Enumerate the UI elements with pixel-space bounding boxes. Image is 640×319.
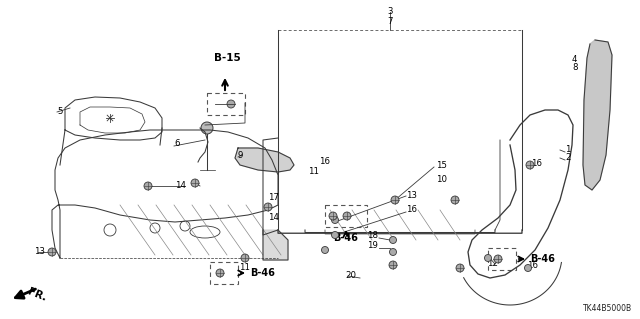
Text: 11: 11 [239, 263, 250, 272]
Circle shape [201, 122, 213, 134]
Circle shape [332, 217, 339, 224]
Bar [210, 262, 238, 284]
Text: 14: 14 [268, 213, 279, 222]
Circle shape [329, 212, 337, 220]
Text: B-46: B-46 [333, 233, 358, 243]
Text: 2: 2 [565, 153, 570, 162]
Text: TK44B5000B: TK44B5000B [583, 304, 632, 313]
Text: 3: 3 [387, 8, 393, 17]
Text: 7: 7 [387, 17, 393, 26]
Bar [207, 93, 245, 115]
Bar [488, 248, 516, 270]
Polygon shape [583, 40, 612, 190]
Text: 13: 13 [34, 248, 45, 256]
Text: 4: 4 [572, 55, 577, 63]
Text: 16: 16 [531, 159, 542, 167]
Text: B-15: B-15 [214, 53, 241, 63]
Text: 6: 6 [174, 138, 179, 147]
Circle shape [343, 212, 351, 220]
Circle shape [227, 100, 235, 108]
Text: 9: 9 [238, 151, 243, 160]
Text: 15: 15 [436, 160, 447, 169]
Polygon shape [235, 148, 294, 172]
Circle shape [321, 247, 328, 254]
Circle shape [494, 255, 502, 263]
Text: 11: 11 [308, 167, 319, 176]
Text: 10: 10 [436, 174, 447, 183]
Text: 17: 17 [268, 192, 279, 202]
Text: 18: 18 [367, 232, 378, 241]
Circle shape [390, 236, 397, 243]
Text: 14: 14 [175, 181, 186, 189]
Text: 19: 19 [367, 241, 378, 250]
Text: 1: 1 [565, 145, 570, 154]
Polygon shape [263, 230, 288, 260]
Circle shape [144, 182, 152, 190]
Text: 5: 5 [57, 108, 63, 116]
Text: 8: 8 [572, 63, 577, 72]
Circle shape [48, 248, 56, 256]
Circle shape [389, 261, 397, 269]
Circle shape [241, 254, 249, 262]
Text: B-46: B-46 [250, 268, 275, 278]
Text: 12: 12 [487, 259, 498, 269]
Circle shape [191, 179, 199, 187]
Circle shape [264, 203, 272, 211]
Text: 16: 16 [319, 157, 330, 166]
Circle shape [390, 249, 397, 256]
Circle shape [451, 196, 459, 204]
Circle shape [216, 269, 224, 277]
Bar [325, 205, 367, 227]
Circle shape [525, 264, 531, 271]
Circle shape [484, 255, 492, 262]
Text: FR.: FR. [26, 287, 48, 303]
Text: 20: 20 [345, 271, 356, 280]
Text: 16: 16 [406, 205, 417, 214]
Circle shape [526, 161, 534, 169]
Text: 16: 16 [527, 262, 538, 271]
Circle shape [332, 232, 339, 239]
Circle shape [456, 264, 464, 272]
Text: B-46: B-46 [530, 254, 555, 264]
Text: 13: 13 [406, 191, 417, 201]
Circle shape [391, 196, 399, 204]
